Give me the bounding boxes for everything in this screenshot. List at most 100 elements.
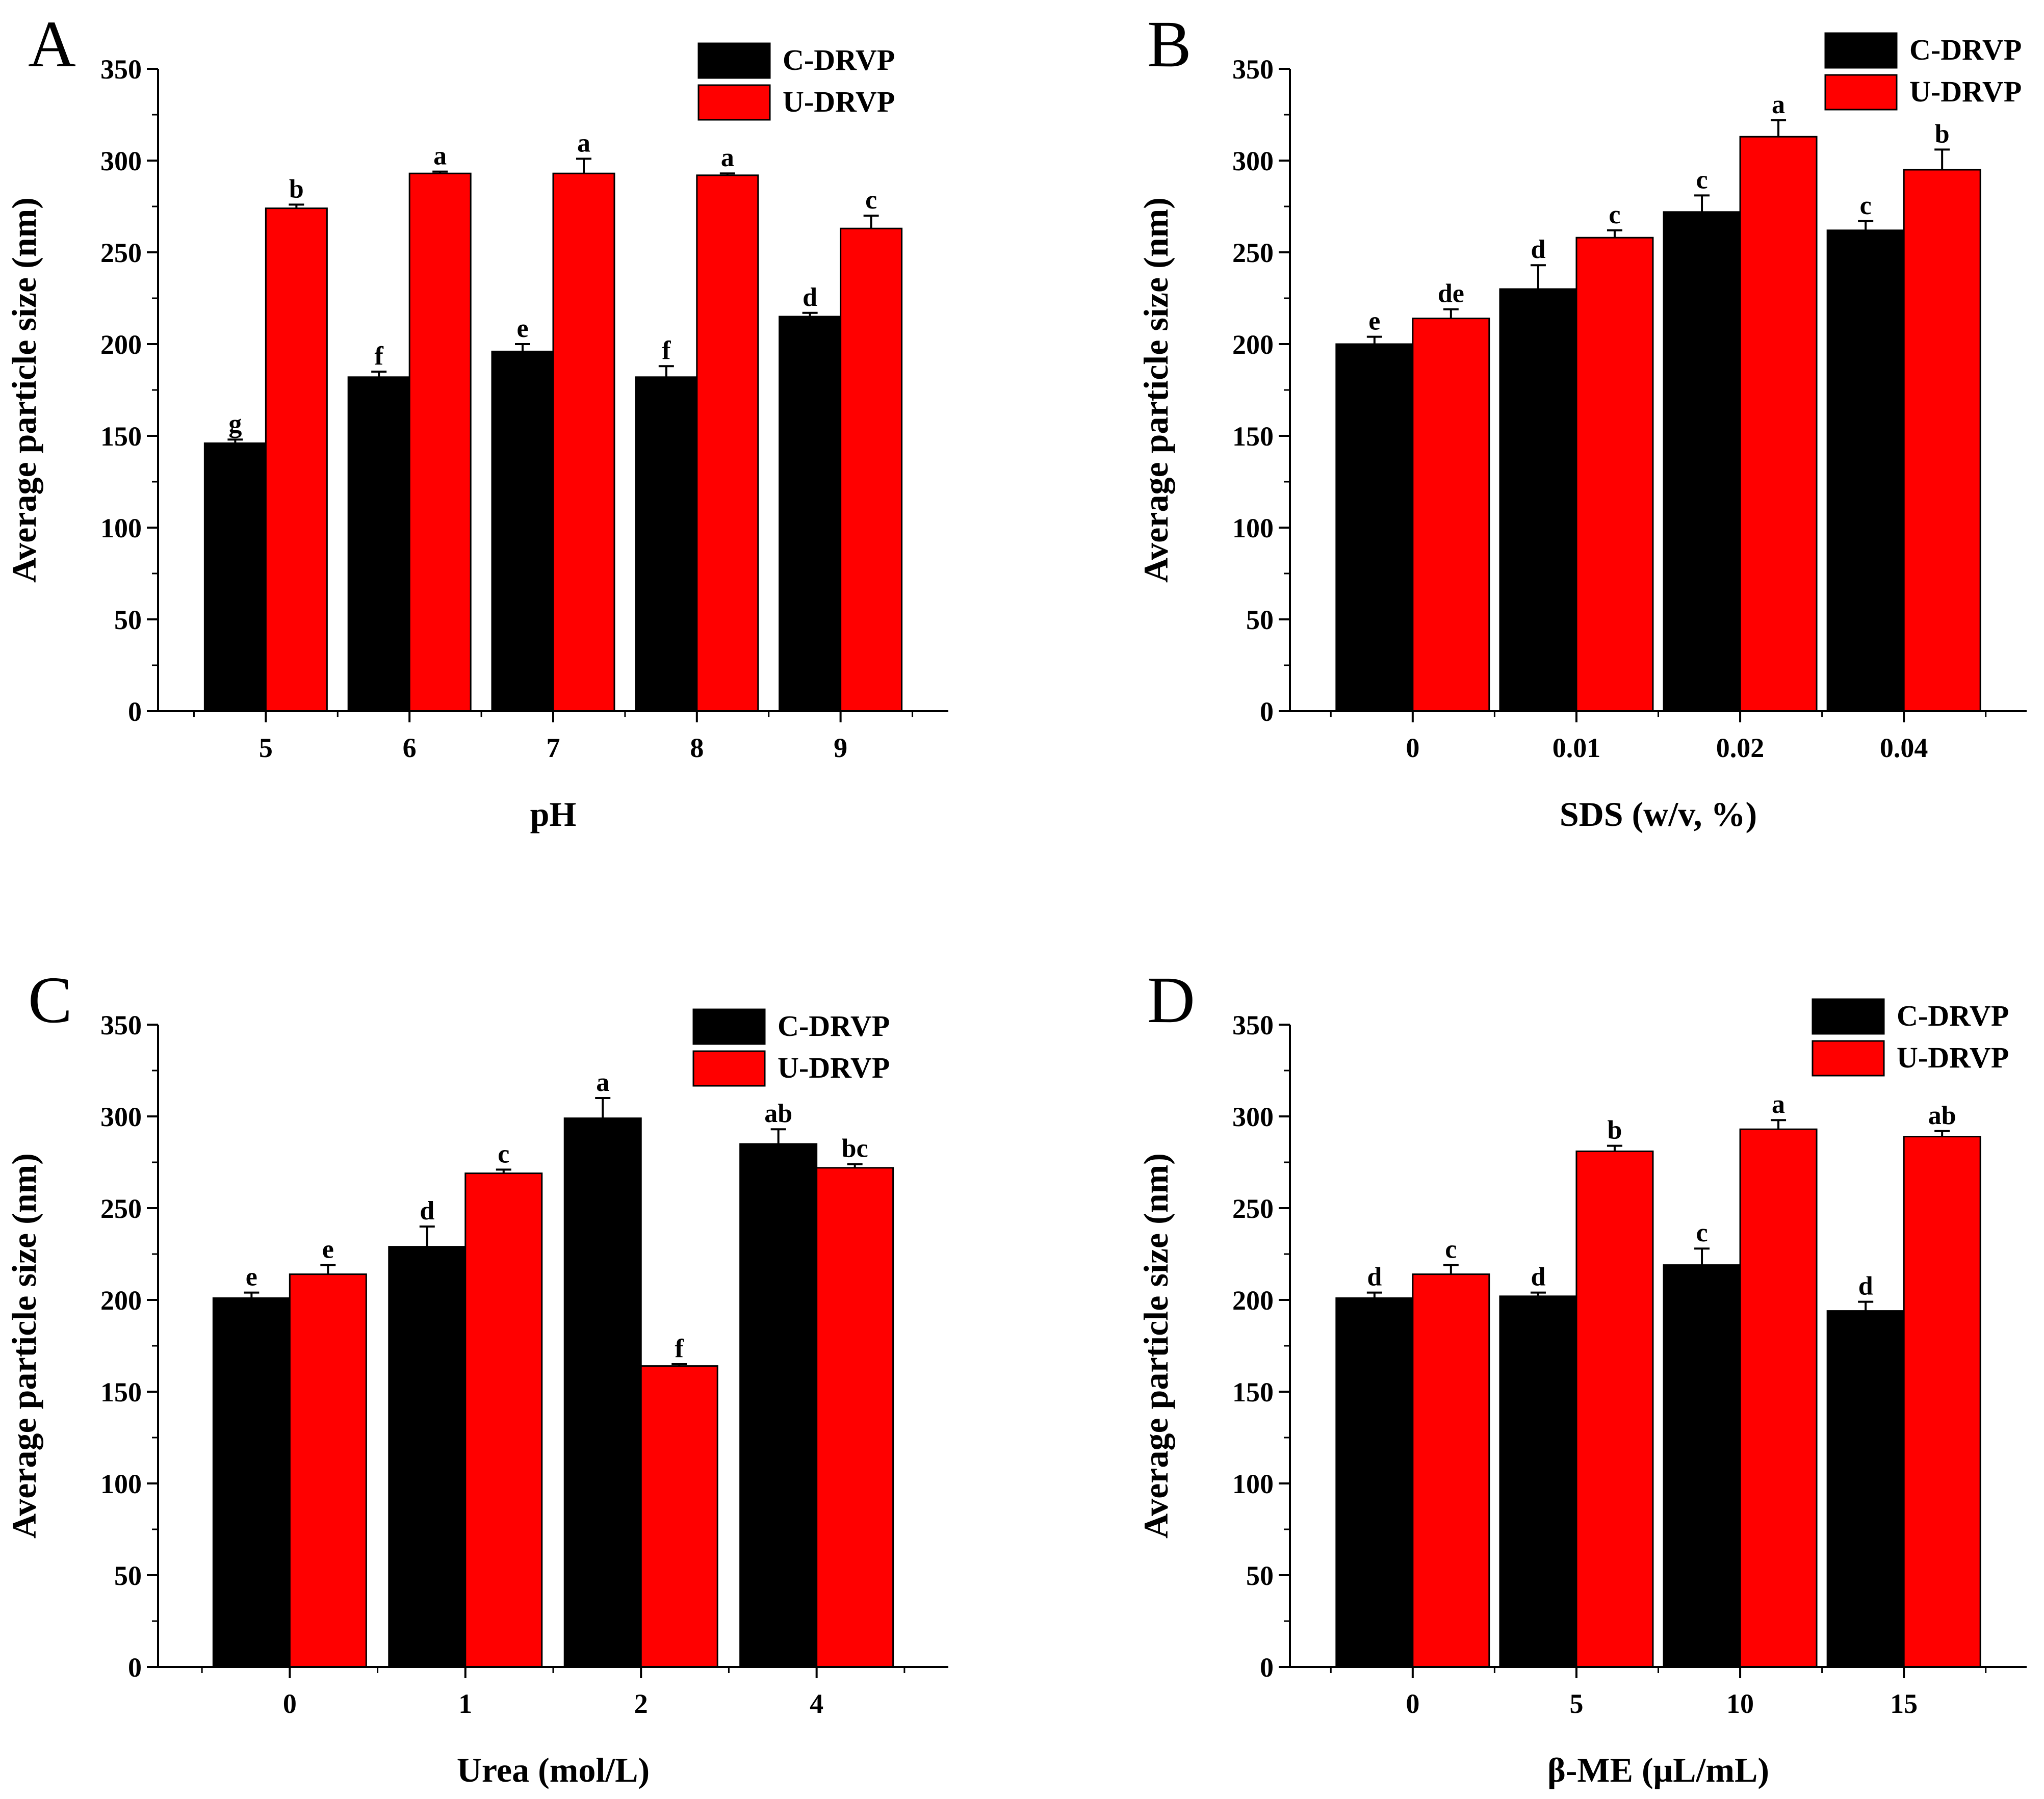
y-tick-label: 150	[1232, 421, 1274, 452]
bar-u-drvp	[816, 1167, 894, 1668]
y-tick-label: 200	[100, 329, 142, 360]
bar-c-drvp	[635, 376, 698, 712]
y-tick-label: 100	[1232, 1469, 1274, 1499]
y-axis-title: Average particle size (nm)	[1136, 197, 1175, 583]
legend-label-c-drvp: C-DRVP	[1909, 33, 2022, 66]
y-tick-label: 50	[1246, 605, 1274, 635]
y-tick-label: 250	[100, 1193, 142, 1224]
significance-label: bc	[842, 1134, 868, 1163]
panel-label: A	[28, 8, 76, 81]
legend-label-c-drvp: C-DRVP	[783, 43, 895, 76]
y-tick-label: 200	[1232, 329, 1274, 360]
bar-c-drvp	[203, 442, 267, 712]
y-tick-label: 300	[1232, 146, 1274, 176]
chart-panel-c: e d a ab e c f bc 0 50 100 150 200 250 300 350 0 1 2 4 Urea …	[5, 963, 948, 1789]
y-tick-label: 0	[1260, 696, 1274, 727]
bar-u-drvp	[1412, 1273, 1490, 1668]
bar-c-drvp	[1663, 1264, 1741, 1668]
significance-label: a	[596, 1068, 609, 1097]
legend-swatch-c-drvp	[692, 1008, 766, 1045]
significance-label: e	[516, 314, 528, 343]
y-tick-label: 0	[128, 696, 142, 727]
x-tick-label: 10	[1726, 1688, 1754, 1719]
significance-label: a	[1772, 90, 1785, 119]
y-tick-label: 100	[1232, 513, 1274, 543]
legend-label-u-drvp: U-DRVP	[1909, 75, 2022, 108]
significance-label: a	[433, 142, 447, 171]
significance-label: ab	[1928, 1101, 1956, 1130]
bar-u-drvp	[265, 207, 328, 712]
x-tick-label: 8	[690, 733, 704, 763]
significance-label: d	[1367, 1263, 1382, 1292]
bar-c-drvp	[1826, 1310, 1905, 1668]
significance-label: c	[1860, 191, 1872, 220]
significance-label: c	[1696, 1218, 1708, 1247]
bar-u-drvp	[464, 1172, 543, 1668]
x-tick-label: 0.02	[1716, 733, 1765, 763]
x-tick-label: 5	[1569, 1688, 1583, 1719]
x-tick-label: 0.01	[1553, 733, 1601, 763]
panel-label: C	[28, 963, 72, 1037]
significance-label: c	[1609, 200, 1620, 229]
bar-c-drvp	[739, 1143, 818, 1668]
significance-label: g	[228, 409, 242, 438]
x-tick-label: 0	[283, 1688, 297, 1719]
x-tick-label: 0	[1406, 733, 1419, 763]
x-tick-label: 2	[634, 1688, 648, 1719]
bar-c-drvp	[563, 1117, 642, 1668]
bar-c-drvp	[1499, 288, 1577, 712]
significance-label: f	[675, 1334, 684, 1363]
bar-c-drvp	[779, 316, 842, 712]
significance-label: a	[577, 128, 590, 158]
panel-label: B	[1147, 8, 1192, 81]
significance-label: de	[1438, 279, 1464, 308]
bar-u-drvp	[1575, 237, 1654, 712]
bar-u-drvp	[1739, 1128, 1818, 1668]
bar-u-drvp	[1412, 318, 1490, 712]
bar-c-drvp	[212, 1297, 291, 1668]
bar-c-drvp	[491, 350, 554, 712]
significance-label: f	[662, 336, 671, 365]
panel-label: D	[1147, 963, 1195, 1037]
y-axis-title: Average particle size (nm)	[5, 1153, 43, 1539]
x-tick-label: 9	[834, 733, 847, 763]
significance-label: d	[1531, 235, 1545, 264]
y-tick-label: 150	[1232, 1377, 1274, 1407]
y-tick-label: 300	[100, 146, 142, 176]
bar-u-drvp	[289, 1273, 367, 1668]
x-tick-label: 15	[1890, 1688, 1918, 1719]
chart-panel-a: g f e f d b a a a c 0 50 100 150 200 250 300 350 5 6 7 8 9 pH Av…	[5, 8, 948, 833]
y-tick-label: 300	[100, 1102, 142, 1132]
bar-u-drvp	[1903, 1136, 1981, 1668]
y-tick-label: 50	[114, 605, 142, 635]
bar-u-drvp	[1903, 169, 1981, 712]
bar-u-drvp	[552, 172, 615, 712]
chart-panel-b: e d c c de c a b 0 50 100 150 200 250 300 350 0 0.01 0.02 0…	[1136, 8, 2027, 833]
bar-c-drvp	[1335, 1297, 1414, 1668]
x-axis-title: Urea (mol/L)	[457, 1751, 650, 1789]
bar-u-drvp	[1575, 1150, 1654, 1668]
significance-label: d	[1531, 1263, 1545, 1292]
bar-c-drvp	[1499, 1295, 1577, 1668]
legend-label-c-drvp: C-DRVP	[1897, 999, 2009, 1032]
bar-u-drvp	[840, 227, 903, 712]
significance-label: d	[803, 283, 817, 312]
legend-swatch-c-drvp	[1812, 998, 1885, 1035]
bar-c-drvp	[388, 1246, 467, 1668]
x-axis-title: β-ME (μL/mL)	[1547, 1751, 1769, 1789]
x-axis-title: pH	[530, 795, 577, 833]
x-tick-label: 6	[403, 733, 417, 763]
significance-label: c	[865, 186, 877, 215]
y-axis-title: Average particle size (nm)	[1136, 1153, 1175, 1539]
y-axis-title: Average particle size (nm)	[5, 197, 43, 583]
significance-label: b	[289, 174, 304, 203]
y-tick-label: 50	[114, 1560, 142, 1591]
significance-label: c	[1696, 165, 1708, 194]
significance-label: e	[322, 1235, 334, 1264]
x-tick-label: 0	[1406, 1688, 1419, 1719]
y-tick-label: 350	[100, 54, 142, 85]
bar-u-drvp	[408, 172, 472, 712]
bar-c-drvp	[1663, 211, 1741, 712]
significance-label: f	[375, 342, 384, 371]
